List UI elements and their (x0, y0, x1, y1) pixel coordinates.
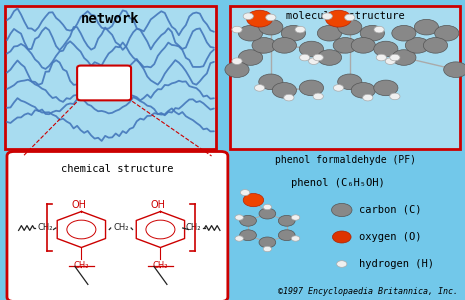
Text: CH₂: CH₂ (38, 224, 53, 232)
Circle shape (279, 230, 295, 241)
Circle shape (351, 82, 375, 98)
Circle shape (360, 26, 385, 41)
FancyBboxPatch shape (7, 152, 228, 300)
Text: carbon (C): carbon (C) (359, 205, 422, 215)
Circle shape (374, 41, 398, 57)
Circle shape (332, 203, 352, 217)
Circle shape (225, 62, 249, 77)
Text: molecular structure: molecular structure (286, 11, 405, 21)
Circle shape (239, 215, 256, 226)
FancyBboxPatch shape (230, 6, 460, 148)
Circle shape (313, 54, 323, 61)
Circle shape (392, 26, 416, 41)
Circle shape (392, 50, 416, 65)
Circle shape (263, 246, 272, 252)
Circle shape (313, 93, 323, 100)
Circle shape (333, 38, 357, 53)
Circle shape (259, 237, 276, 248)
Circle shape (374, 80, 398, 96)
Circle shape (318, 50, 342, 65)
Circle shape (243, 13, 253, 20)
Text: CH₂: CH₂ (73, 261, 89, 270)
Circle shape (246, 10, 272, 27)
Circle shape (284, 94, 294, 101)
Circle shape (240, 190, 250, 196)
Circle shape (351, 38, 375, 53)
Circle shape (266, 14, 276, 21)
Text: network: network (81, 12, 140, 26)
Circle shape (423, 38, 447, 53)
Circle shape (259, 19, 283, 35)
Circle shape (322, 13, 332, 20)
Circle shape (338, 19, 362, 35)
Circle shape (272, 38, 297, 53)
Circle shape (309, 58, 319, 64)
Circle shape (405, 38, 430, 53)
Circle shape (272, 82, 297, 98)
Circle shape (239, 26, 263, 41)
Circle shape (374, 26, 384, 33)
Circle shape (326, 10, 352, 27)
Circle shape (243, 194, 264, 207)
Circle shape (337, 261, 347, 267)
Circle shape (292, 236, 300, 241)
Circle shape (295, 26, 305, 33)
Circle shape (281, 26, 306, 41)
Text: OH: OH (151, 200, 166, 210)
Circle shape (239, 230, 256, 241)
Text: hydrogen (H): hydrogen (H) (359, 259, 434, 269)
Circle shape (390, 54, 400, 61)
Text: ©1997 Encyclopaedia Britannica, Inc.: ©1997 Encyclopaedia Britannica, Inc. (278, 287, 458, 296)
Circle shape (292, 215, 300, 220)
Circle shape (332, 231, 351, 243)
Circle shape (239, 50, 263, 65)
Circle shape (279, 215, 295, 226)
Circle shape (299, 80, 324, 96)
Circle shape (259, 208, 276, 219)
Text: chemical structure: chemical structure (61, 164, 173, 173)
Circle shape (259, 74, 283, 90)
Circle shape (235, 215, 243, 220)
Text: OH: OH (72, 200, 86, 210)
Text: CH₂: CH₂ (153, 261, 168, 270)
Circle shape (318, 26, 342, 41)
Circle shape (235, 236, 243, 241)
Circle shape (333, 85, 344, 91)
Text: CH₂: CH₂ (113, 224, 129, 232)
Circle shape (338, 74, 362, 90)
Circle shape (254, 85, 265, 91)
Text: phenol formaldehyde (PF): phenol formaldehyde (PF) (275, 155, 416, 165)
Text: CH₂: CH₂ (185, 224, 201, 232)
Circle shape (299, 41, 324, 57)
FancyBboxPatch shape (5, 6, 216, 148)
Circle shape (444, 62, 465, 77)
Circle shape (376, 54, 386, 61)
Circle shape (299, 54, 310, 61)
Circle shape (363, 94, 373, 101)
Circle shape (252, 38, 276, 53)
Circle shape (345, 14, 355, 21)
Text: oxygen (O): oxygen (O) (359, 232, 422, 242)
Text: phenol (C₆H₅OH): phenol (C₆H₅OH) (291, 178, 385, 188)
Circle shape (390, 93, 400, 100)
Circle shape (232, 58, 242, 64)
Circle shape (414, 19, 438, 35)
Circle shape (232, 26, 242, 33)
FancyBboxPatch shape (77, 66, 131, 100)
Circle shape (435, 26, 459, 41)
Circle shape (385, 58, 395, 64)
Circle shape (263, 204, 272, 210)
